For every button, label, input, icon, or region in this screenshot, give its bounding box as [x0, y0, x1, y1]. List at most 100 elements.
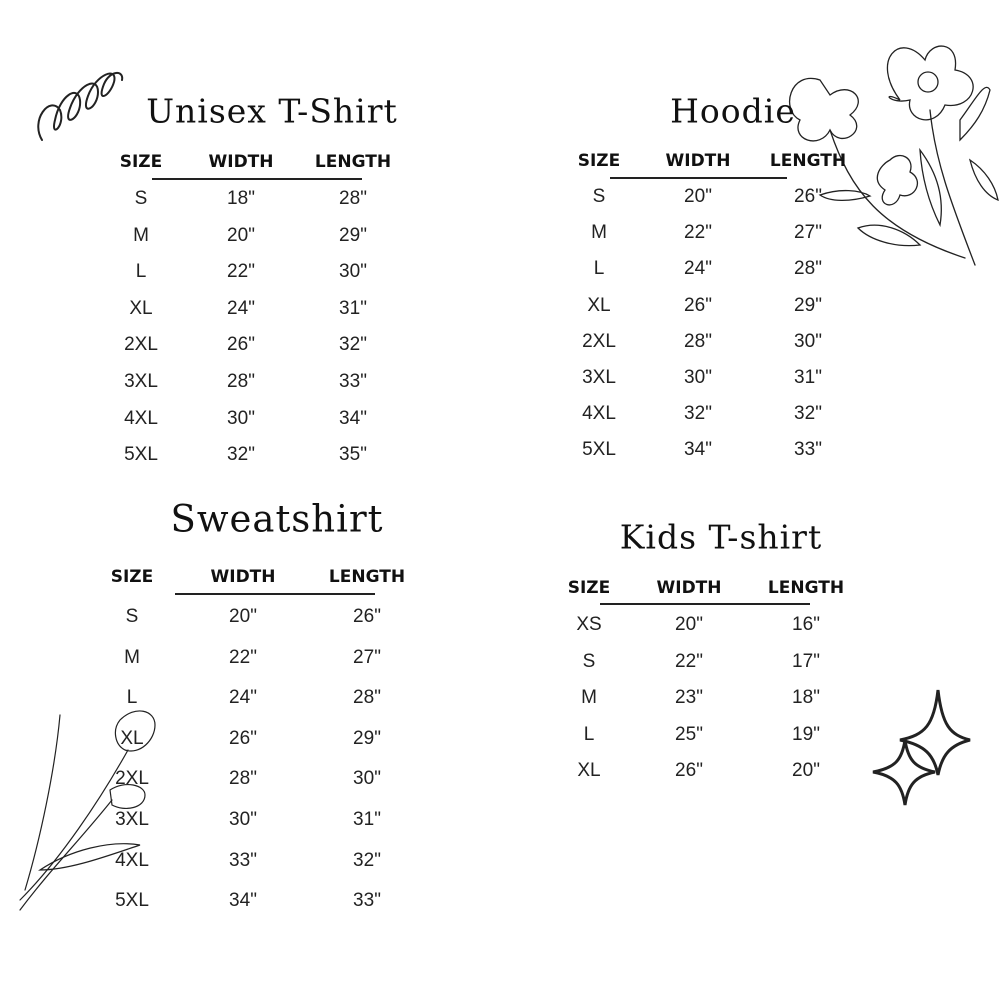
- cell-width: 22": [227, 261, 255, 283]
- cell-width: 22": [229, 646, 257, 668]
- cell-width: 26": [675, 760, 703, 782]
- cell-length: 28": [339, 188, 367, 209]
- cell-width: 34": [229, 890, 257, 912]
- sparkle-icon: [872, 689, 971, 806]
- cell-size: L: [135, 261, 147, 283]
- cell-length: 30": [794, 330, 822, 352]
- cell-length: 29": [339, 224, 367, 246]
- column-header-size: SIZE: [119, 152, 163, 172]
- cell-length: 35": [339, 444, 367, 466]
- cell-size: 2XL: [124, 334, 158, 356]
- cell-length: 19": [792, 723, 820, 745]
- cell-size: S: [134, 188, 148, 209]
- cell-length: 32": [353, 849, 381, 871]
- header-divider: [610, 177, 787, 179]
- squiggle-icon: [37, 72, 124, 141]
- column-header-width: WIDTH: [665, 151, 731, 171]
- cell-size: M: [124, 646, 140, 668]
- cell-width: 30": [684, 367, 712, 388]
- column-header-width: WIDTH: [656, 578, 722, 598]
- header-divider: [600, 603, 810, 605]
- cell-length: 29": [353, 727, 381, 749]
- cell-size: XL: [587, 294, 611, 316]
- column-header-size: SIZE: [110, 567, 154, 587]
- cell-length: 28": [353, 687, 381, 709]
- cell-length: 27": [353, 646, 381, 668]
- cell-length: 33": [353, 890, 381, 912]
- cell-size: S: [592, 186, 606, 207]
- cell-width: 28": [684, 330, 712, 352]
- column-header-size: SIZE: [577, 151, 621, 171]
- cell-width: 22": [684, 222, 712, 244]
- cell-width: 30": [227, 407, 255, 429]
- cell-width: 20": [675, 614, 703, 635]
- cell-length: 31": [794, 367, 822, 388]
- cell-width: 30": [229, 809, 257, 830]
- table-title: Unisex T-Shirt: [146, 91, 398, 131]
- cell-length: 33": [339, 371, 367, 392]
- table-title: Sweatshirt: [170, 497, 384, 541]
- cell-length: 32": [794, 403, 822, 425]
- cell-size: 2XL: [115, 768, 149, 790]
- cell-length: 31": [339, 297, 367, 319]
- cell-size: S: [582, 650, 596, 672]
- column-header-length: LENGTH: [769, 151, 847, 171]
- column-header-width: WIDTH: [208, 152, 274, 172]
- cell-width: 34": [684, 439, 712, 461]
- cell-size: L: [593, 258, 605, 280]
- cell-size: 4XL: [124, 407, 158, 429]
- cell-width: 32": [227, 444, 255, 466]
- cell-width: 23": [675, 687, 703, 709]
- cell-size: 2XL: [582, 330, 616, 352]
- cell-length: 33": [794, 439, 822, 461]
- cell-size: XS: [576, 614, 602, 635]
- cell-size: XL: [120, 727, 144, 749]
- cell-width: 26": [684, 294, 712, 316]
- header-divider: [152, 178, 362, 180]
- cell-width: 18": [227, 188, 255, 209]
- cell-size: L: [583, 723, 595, 745]
- cell-length: 26": [794, 186, 822, 207]
- cell-size: 3XL: [115, 809, 149, 830]
- cell-width: 26": [229, 727, 257, 749]
- column-header-length: LENGTH: [314, 152, 392, 172]
- cell-width: 22": [675, 650, 703, 672]
- cell-length: 30": [353, 768, 381, 790]
- cell-size: M: [581, 687, 597, 709]
- cell-size: M: [591, 222, 607, 244]
- cell-size: M: [133, 224, 149, 246]
- cell-length: 32": [339, 334, 367, 356]
- table-title: Hoodie: [670, 91, 796, 131]
- cell-size: 5XL: [582, 439, 616, 461]
- cell-size: 3XL: [124, 371, 158, 392]
- cell-length: 17": [792, 650, 820, 672]
- cell-size: XL: [129, 297, 153, 319]
- cell-width: 25": [675, 723, 703, 745]
- cell-width: 24": [229, 687, 257, 709]
- cell-width: 28": [229, 768, 257, 790]
- cell-length: 16": [792, 614, 820, 635]
- cell-length: 31": [353, 809, 381, 830]
- column-header-width: WIDTH: [210, 567, 276, 587]
- cell-length: 29": [794, 294, 822, 316]
- cell-length: 28": [794, 258, 822, 280]
- cell-size: 4XL: [115, 849, 149, 871]
- cell-width: 26": [227, 334, 255, 356]
- cell-length: 30": [339, 261, 367, 283]
- cell-length: 18": [792, 687, 820, 709]
- cell-size: L: [126, 687, 138, 709]
- cell-length: 20": [792, 760, 820, 782]
- table-title: Kids T-shirt: [619, 517, 823, 557]
- column-header-length: LENGTH: [767, 578, 845, 598]
- cell-width: 20": [227, 224, 255, 246]
- cell-width: 33": [229, 849, 257, 871]
- cell-size: 4XL: [582, 403, 616, 425]
- cell-size: S: [125, 606, 139, 627]
- cell-size: 3XL: [582, 367, 616, 388]
- header-divider: [175, 593, 375, 595]
- cell-width: 24": [684, 258, 712, 280]
- cell-width: 20": [684, 186, 712, 207]
- cell-length: 26": [353, 606, 381, 627]
